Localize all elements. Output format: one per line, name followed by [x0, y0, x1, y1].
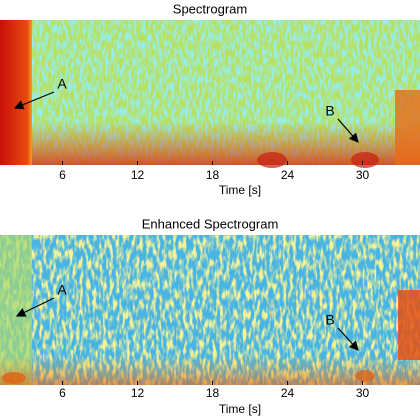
annotation: B [325, 312, 334, 328]
annotation-arrow [15, 297, 55, 317]
annotation-arrow [337, 118, 359, 143]
x-tick-label: 12 [131, 386, 145, 400]
enhanced-spectrogram-image [0, 235, 420, 385]
annotation: A [57, 282, 67, 298]
x-tick-label: 6 [59, 386, 66, 400]
x-tick-label: 18 [206, 168, 220, 182]
chart-title: Spectrogram [173, 1, 247, 16]
x-axis-label: Time [s] [219, 183, 261, 197]
annotation: B [325, 103, 334, 119]
x-tick-label: 18 [206, 386, 220, 400]
x-tick-label: 24 [281, 386, 295, 400]
annotation-arrow [337, 327, 359, 351]
spectrogram-image [0, 20, 420, 168]
annotation-arrow [13, 91, 55, 110]
annotation: A [57, 76, 67, 92]
x-tick-label: 6 [59, 168, 66, 182]
x-tick-label: 30 [356, 168, 370, 182]
x-tick-label: 12 [131, 168, 145, 182]
x-tick-label: 30 [356, 386, 370, 400]
chart-title: Enhanced Spectrogram [142, 216, 279, 231]
x-axis-label: Time [s] [219, 402, 261, 416]
x-tick-label: 24 [281, 168, 295, 182]
